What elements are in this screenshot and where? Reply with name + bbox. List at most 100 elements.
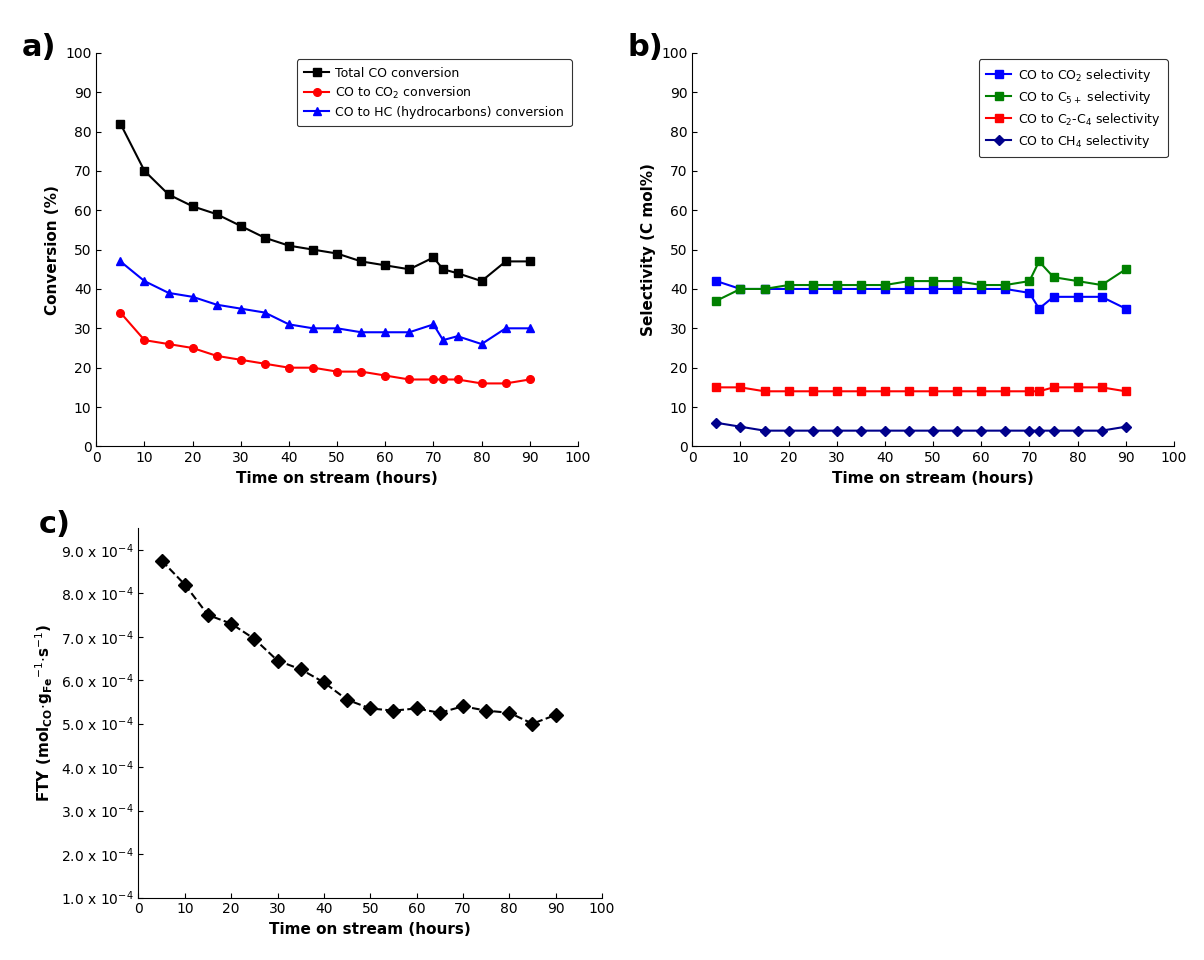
CO to HC (hydrocarbons) conversion (354, 326, 368, 338)
CO to CO$_2$ conversion (113, 307, 128, 319)
CO to CH$_4$ selectivity (998, 425, 1013, 437)
CO to C$_2$-C$_4$ selectivity (781, 386, 796, 397)
CO to CH$_4$ selectivity (926, 425, 940, 437)
CO to C$_{5+}$ selectivity (1119, 263, 1133, 275)
X-axis label: Time on stream (hours): Time on stream (hours) (270, 922, 471, 937)
CO to HC (hydrocarbons) conversion (523, 323, 537, 334)
CO to CO$_2$ selectivity (878, 283, 892, 295)
Total CO conversion (354, 255, 368, 267)
CO to CO$_2$ conversion (306, 362, 320, 373)
Total CO conversion (378, 259, 393, 271)
CO to C$_2$-C$_4$ selectivity (878, 386, 892, 397)
CO to CO$_2$ conversion (185, 343, 200, 354)
CO to CH$_4$ selectivity (1032, 425, 1046, 437)
CO to CH$_4$ selectivity (1046, 425, 1061, 437)
Total CO conversion (258, 232, 272, 244)
CO to CO$_2$ selectivity (998, 283, 1013, 295)
CO to HC (hydrocarbons) conversion (234, 303, 248, 315)
Legend: CO to CO$_2$ selectivity, CO to C$_{5+}$ selectivity, CO to C$_2$-C$_4$ selectiv: CO to CO$_2$ selectivity, CO to C$_{5+}$… (979, 60, 1168, 157)
CO to CH$_4$ selectivity (854, 425, 868, 437)
CO to CH$_4$ selectivity (1119, 420, 1133, 432)
CO to CO$_2$ selectivity (733, 283, 748, 295)
CO to C$_{5+}$ selectivity (974, 279, 988, 291)
CO to CO$_2$ conversion (282, 362, 296, 373)
CO to CO$_2$ selectivity (1046, 291, 1061, 302)
CO to HC (hydrocarbons) conversion (282, 319, 296, 330)
CO to CO$_2$ selectivity (805, 283, 820, 295)
CO to C$_{5+}$ selectivity (854, 279, 868, 291)
CO to CO$_2$ conversion (234, 354, 248, 366)
Total CO conversion (113, 118, 128, 130)
CO to HC (hydrocarbons) conversion (258, 307, 272, 319)
X-axis label: Time on stream (hours): Time on stream (hours) (236, 470, 438, 486)
CO to CO$_2$ conversion (474, 377, 489, 389)
CO to CO$_2$ selectivity (1070, 291, 1085, 302)
CO to HC (hydrocarbons) conversion (402, 326, 417, 338)
Total CO conversion (402, 263, 417, 275)
Line: CO to CO$_2$ selectivity: CO to CO$_2$ selectivity (713, 277, 1129, 312)
CO to CH$_4$ selectivity (1070, 425, 1085, 437)
CO to CO$_2$ conversion (498, 377, 513, 389)
CO to HC (hydrocarbons) conversion (185, 291, 200, 302)
CO to HC (hydrocarbons) conversion (137, 276, 152, 287)
CO to C$_2$-C$_4$ selectivity (902, 386, 916, 397)
CO to C$_2$-C$_4$ selectivity (1070, 381, 1085, 394)
CO to CO$_2$ selectivity (1119, 303, 1133, 315)
CO to CH$_4$ selectivity (1094, 425, 1109, 437)
CO to C$_2$-C$_4$ selectivity (950, 386, 964, 397)
CO to CO$_2$ selectivity (709, 276, 724, 287)
CO to CO$_2$ selectivity (830, 283, 844, 295)
Line: CO to HC (hydrocarbons) conversion: CO to HC (hydrocarbons) conversion (117, 257, 533, 348)
CO to CO$_2$ selectivity (1094, 291, 1109, 302)
Total CO conversion (523, 255, 537, 267)
CO to CH$_4$ selectivity (878, 425, 892, 437)
CO to C$_{5+}$ selectivity (902, 276, 916, 287)
CO to HC (hydrocarbons) conversion (498, 323, 513, 334)
Text: b): b) (627, 33, 663, 62)
CO to CO$_2$ conversion (161, 338, 176, 349)
CO to CO$_2$ selectivity (1022, 287, 1037, 299)
CO to C$_2$-C$_4$ selectivity (709, 381, 724, 394)
CO to C$_{5+}$ selectivity (1070, 276, 1085, 287)
CO to HC (hydrocarbons) conversion (474, 338, 489, 349)
CO to C$_{5+}$ selectivity (757, 283, 772, 295)
Total CO conversion (282, 240, 296, 252)
Text: c): c) (39, 510, 71, 539)
CO to HC (hydrocarbons) conversion (436, 334, 450, 346)
Line: CO to CH$_4$ selectivity: CO to CH$_4$ selectivity (713, 419, 1129, 435)
CO to C$_2$-C$_4$ selectivity (1022, 386, 1037, 397)
CO to C$_{5+}$ selectivity (1094, 279, 1109, 291)
Text: a): a) (22, 33, 57, 62)
CO to C$_{5+}$ selectivity (830, 279, 844, 291)
Y-axis label: FTY (mol$_\mathregular{CO}$$\cdot$g$_\mathregular{Fe}$$^{-1}$$\cdot$s$^{-1}$): FTY (mol$_\mathregular{CO}$$\cdot$g$_\ma… (34, 624, 55, 802)
X-axis label: Time on stream (hours): Time on stream (hours) (832, 470, 1034, 486)
CO to CO$_2$ conversion (209, 350, 224, 362)
CO to CO$_2$ conversion (436, 373, 450, 385)
CO to C$_{5+}$ selectivity (950, 276, 964, 287)
CO to CO$_2$ conversion (378, 370, 393, 381)
CO to CH$_4$ selectivity (781, 425, 796, 437)
CO to C$_2$-C$_4$ selectivity (974, 386, 988, 397)
CO to HC (hydrocarbons) conversion (113, 255, 128, 267)
CO to CO$_2$ conversion (450, 373, 465, 385)
CO to C$_2$-C$_4$ selectivity (1094, 381, 1109, 394)
CO to C$_2$-C$_4$ selectivity (854, 386, 868, 397)
CO to CH$_4$ selectivity (902, 425, 916, 437)
CO to CH$_4$ selectivity (974, 425, 988, 437)
Line: CO to C$_2$-C$_4$ selectivity: CO to C$_2$-C$_4$ selectivity (713, 384, 1129, 396)
CO to CH$_4$ selectivity (805, 425, 820, 437)
CO to C$_{5+}$ selectivity (805, 279, 820, 291)
Total CO conversion (498, 255, 513, 267)
CO to CH$_4$ selectivity (830, 425, 844, 437)
CO to C$_{5+}$ selectivity (1032, 255, 1046, 267)
CO to C$_2$-C$_4$ selectivity (1032, 386, 1046, 397)
CO to HC (hydrocarbons) conversion (450, 330, 465, 342)
Total CO conversion (137, 165, 152, 177)
CO to CH$_4$ selectivity (950, 425, 964, 437)
CO to CO$_2$ conversion (402, 373, 417, 385)
CO to C$_{5+}$ selectivity (998, 279, 1013, 291)
CO to C$_2$-C$_4$ selectivity (1046, 381, 1061, 394)
Total CO conversion (161, 189, 176, 201)
CO to CO$_2$ selectivity (902, 283, 916, 295)
Total CO conversion (185, 201, 200, 212)
